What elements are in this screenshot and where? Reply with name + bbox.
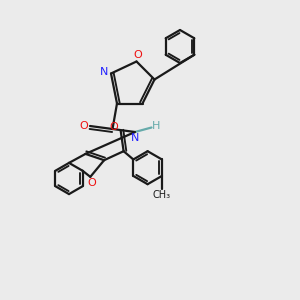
Text: N: N [100,67,109,77]
Text: O: O [80,121,88,131]
Text: H: H [152,121,160,131]
Text: N: N [131,133,139,143]
Text: O: O [87,178,96,188]
Text: CH₃: CH₃ [153,190,171,200]
Text: O: O [134,50,142,60]
Text: O: O [110,122,118,132]
